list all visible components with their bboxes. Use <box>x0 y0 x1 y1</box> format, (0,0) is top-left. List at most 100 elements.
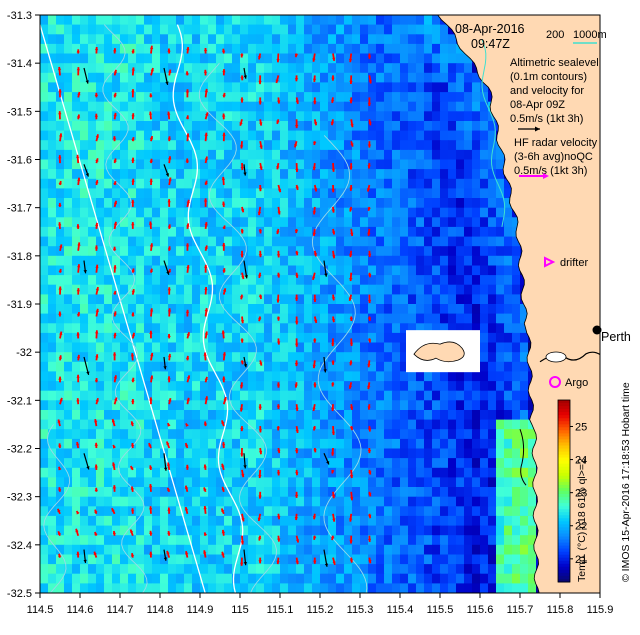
sst-cell <box>144 82 153 92</box>
sst-cell <box>168 34 177 44</box>
sst-cell <box>136 285 145 295</box>
sst-cell <box>96 121 105 131</box>
sst-cell <box>480 574 489 584</box>
colorbar-step <box>558 488 570 492</box>
sst-cell <box>64 371 73 381</box>
sst-cell <box>64 34 73 44</box>
sst-cell <box>336 92 345 102</box>
sst-cell <box>448 564 457 574</box>
sst-cell <box>120 217 129 227</box>
sst-cell <box>144 25 153 35</box>
sst-cell <box>360 352 369 362</box>
sst-cell <box>480 150 489 160</box>
sst-cell <box>288 400 297 410</box>
sst-cell <box>384 73 393 83</box>
sst-cell <box>48 487 57 497</box>
sst-cell <box>272 198 281 208</box>
sst-cell <box>432 246 441 256</box>
sst-cell <box>72 102 81 112</box>
sst-cell <box>400 497 409 507</box>
sst-cell <box>112 140 121 150</box>
sst-cell <box>408 526 417 536</box>
sst-cell <box>80 15 89 25</box>
sst-cell <box>360 266 369 276</box>
sst-cell <box>496 449 505 459</box>
sst-cell <box>376 160 385 170</box>
sst-cell <box>392 506 401 516</box>
sst-cell <box>80 294 89 304</box>
sst-cell <box>152 526 161 536</box>
sst-cell <box>40 391 49 401</box>
sst-cell <box>112 487 121 497</box>
sst-cell <box>232 25 241 35</box>
sst-cell <box>192 487 201 497</box>
sst-cell <box>360 15 369 25</box>
sst-cell <box>360 526 369 536</box>
sst-cell <box>472 458 481 468</box>
sst-cell <box>296 545 305 555</box>
sst-cell <box>208 15 217 25</box>
sst-cell <box>424 468 433 478</box>
sst-cell <box>336 34 345 44</box>
sst-cell <box>272 82 281 92</box>
sst-cell <box>504 449 513 459</box>
sst-cell <box>344 371 353 381</box>
sst-cell <box>448 150 457 160</box>
sst-cell <box>152 44 161 54</box>
sst-cell <box>432 82 441 92</box>
sst-cell <box>480 294 489 304</box>
sst-cell <box>136 237 145 247</box>
sst-cell <box>312 34 321 44</box>
sst-cell <box>472 198 481 208</box>
sst-cell <box>480 266 489 276</box>
sst-cell <box>96 516 105 526</box>
sst-cell <box>416 73 425 83</box>
sst-cell <box>264 477 273 487</box>
sst-cell <box>256 169 265 179</box>
sst-cell <box>104 63 113 73</box>
sst-cell <box>472 266 481 276</box>
sst-cell <box>200 54 209 64</box>
sst-cell <box>352 371 361 381</box>
sst-cell <box>304 468 313 478</box>
sst-cell <box>472 574 481 584</box>
sst-cell <box>192 285 201 295</box>
sst-cell <box>56 140 65 150</box>
sst-cell <box>104 15 113 25</box>
sst-cell <box>424 15 433 25</box>
sst-cell <box>440 574 449 584</box>
sst-cell <box>160 516 169 526</box>
sst-cell <box>208 102 217 112</box>
sst-cell <box>208 44 217 54</box>
sst-cell <box>400 477 409 487</box>
sst-cell <box>272 169 281 179</box>
sst-cell <box>296 583 305 593</box>
sst-cell <box>392 593 401 603</box>
sst-cell <box>168 140 177 150</box>
sst-cell <box>224 150 233 160</box>
sst-cell <box>128 256 137 266</box>
sst-cell <box>384 535 393 545</box>
sst-cell <box>376 314 385 324</box>
sst-cell <box>176 294 185 304</box>
sst-cell <box>376 333 385 343</box>
x-tick-label: 115.5 <box>427 604 454 616</box>
sst-cell <box>56 34 65 44</box>
sst-cell <box>448 188 457 198</box>
sst-cell <box>136 198 145 208</box>
sst-cell <box>192 583 201 593</box>
sst-cell <box>488 574 497 584</box>
sst-cell <box>120 429 129 439</box>
sst-cell <box>520 391 529 401</box>
sst-cell <box>264 555 273 565</box>
sst-cell <box>488 391 497 401</box>
sst-cell <box>80 121 89 131</box>
sst-cell <box>120 506 129 516</box>
sst-cell <box>248 555 257 565</box>
sst-cell <box>272 574 281 584</box>
sst-cell <box>296 44 305 54</box>
sst-cell <box>104 371 113 381</box>
sst-cell <box>360 400 369 410</box>
sst-cell <box>208 314 217 324</box>
sst-cell <box>280 352 289 362</box>
